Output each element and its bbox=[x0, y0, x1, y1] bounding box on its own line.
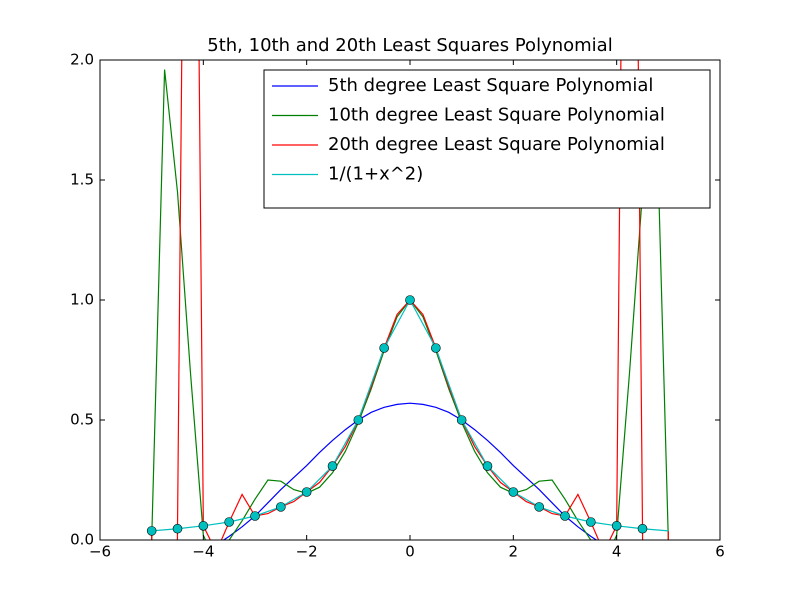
data-point bbox=[456, 415, 467, 425]
data-point bbox=[198, 521, 209, 531]
x-tick-label: −6 bbox=[89, 543, 111, 561]
x-tick-label: −4 bbox=[192, 543, 214, 561]
data-point bbox=[508, 487, 519, 497]
data-point bbox=[276, 502, 286, 512]
data-point bbox=[611, 521, 622, 531]
legend-label: 1/(1+x^2) bbox=[328, 164, 423, 185]
x-tick-label: 6 bbox=[715, 543, 725, 561]
chart-title: 5th, 10th and 20th Least Squares Polynom… bbox=[207, 35, 612, 56]
x-tick-label: 4 bbox=[612, 543, 622, 561]
y-tick-label: 0.0 bbox=[70, 531, 94, 549]
legend-box bbox=[263, 69, 711, 209]
legend-label: 5th degree Least Square Polynomial bbox=[328, 75, 653, 96]
data-point bbox=[586, 517, 596, 527]
data-point bbox=[353, 415, 364, 425]
plot-area bbox=[146, 60, 669, 540]
x-tick-label: 0 bbox=[405, 543, 415, 561]
data-point bbox=[146, 526, 157, 536]
y-tick-label: 2.0 bbox=[70, 51, 94, 69]
legend-label: 20th degree Least Square Polynomial bbox=[328, 134, 665, 155]
data-point bbox=[534, 502, 544, 512]
data-point bbox=[224, 517, 234, 527]
data-point bbox=[172, 523, 183, 534]
y-tick-label: 1.0 bbox=[70, 291, 94, 309]
data-point bbox=[250, 511, 260, 521]
y-tick-label: 0.5 bbox=[70, 411, 94, 429]
data-point bbox=[327, 461, 338, 471]
data-point bbox=[301, 487, 312, 497]
data-point bbox=[379, 343, 389, 353]
data-point bbox=[431, 343, 441, 353]
legend: 5th degree Least Square Polynomial 10th d… bbox=[263, 69, 711, 209]
data-point bbox=[637, 523, 648, 534]
x-tick-label: −2 bbox=[296, 543, 318, 561]
axes: −6 −4 −2 0 2 4 6 0.0 0.5 1.0 1.5 2.0 bbox=[70, 51, 725, 561]
data-point bbox=[482, 461, 493, 471]
legend-label: 10th degree Least Square Polynomial bbox=[328, 105, 665, 126]
data-point bbox=[560, 511, 570, 521]
data-point bbox=[405, 295, 415, 305]
series-line bbox=[151, 402, 669, 540]
x-tick-label: 2 bbox=[509, 543, 519, 561]
y-tick-label: 1.5 bbox=[70, 171, 94, 189]
